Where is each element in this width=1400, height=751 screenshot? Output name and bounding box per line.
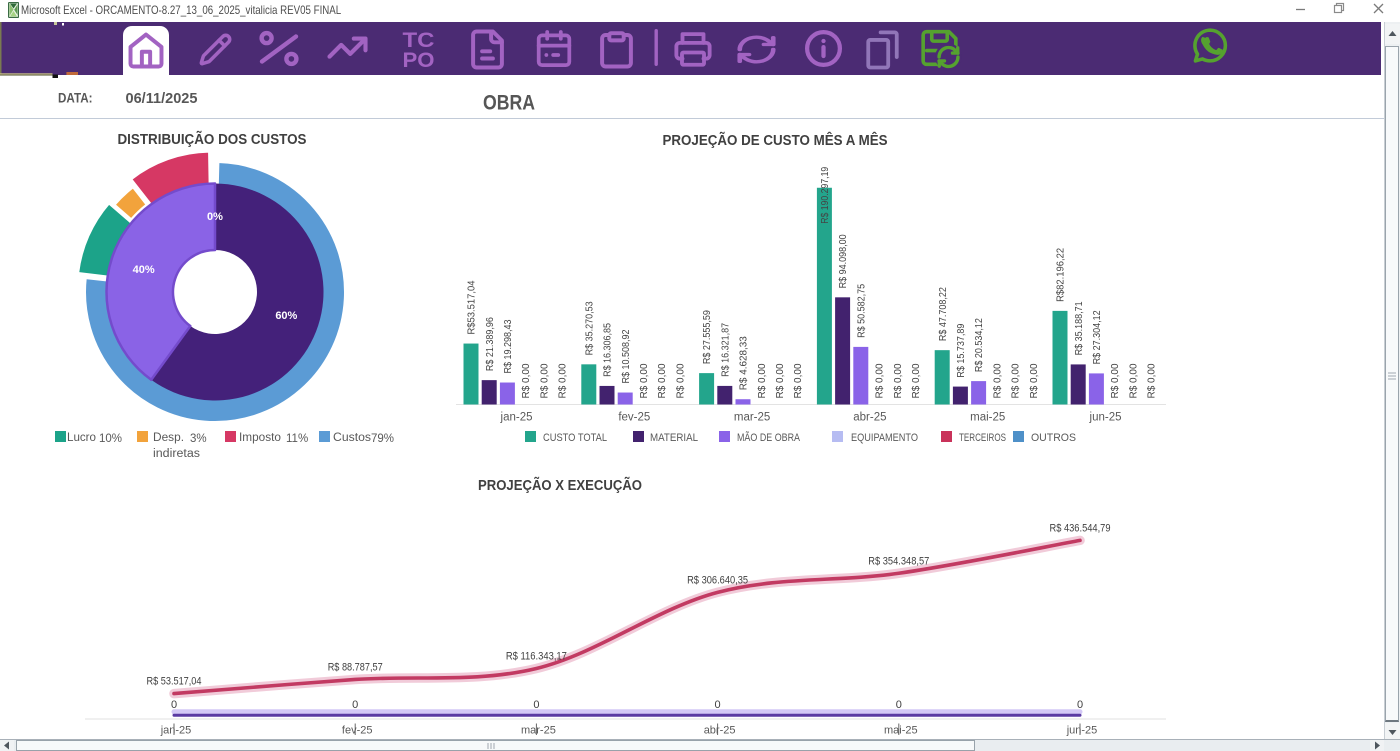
svg-text:R$ 94.098,00: R$ 94.098,00 — [838, 234, 849, 288]
svg-text:0: 0 — [171, 699, 177, 711]
svg-text:R$ 16.321,87: R$ 16.321,87 — [720, 323, 731, 377]
svg-text:PO: PO — [403, 49, 435, 72]
svg-text:60%: 60% — [275, 310, 297, 322]
svg-text:DISTRIBUIÇÃO DOS CUSTOS: DISTRIBUIÇÃO DOS CUSTOS — [118, 130, 307, 148]
svg-text:TC: TC — [403, 29, 435, 52]
svg-text:Lucro: Lucro — [67, 432, 96, 444]
svg-text:R$ 0,00: R$ 0,00 — [675, 363, 686, 398]
svg-text:R$ 0,00: R$ 0,00 — [558, 363, 569, 398]
svg-text:CUSTO TOTAL: CUSTO TOTAL — [543, 432, 607, 444]
svg-text:jun-25: jun-25 — [1089, 412, 1122, 424]
svg-text:R$ 0,00: R$ 0,00 — [539, 363, 550, 398]
svg-text:R$ 21.389,96: R$ 21.389,96 — [485, 317, 496, 371]
svg-text:R$ 0,00: R$ 0,00 — [521, 363, 532, 398]
svg-text:06/11/2025: 06/11/2025 — [126, 91, 198, 107]
svg-text:jan-25: jan-25 — [160, 725, 192, 737]
svg-text:0%: 0% — [207, 211, 223, 223]
svg-text:0: 0 — [896, 699, 902, 711]
svg-text:R$ 0,00: R$ 0,00 — [992, 363, 1003, 398]
svg-text:R$ 27.304,12: R$ 27.304,12 — [1092, 310, 1103, 364]
svg-text:R$ 27.555,59: R$ 27.555,59 — [702, 310, 713, 364]
svg-text:R$ 47.708,22: R$ 47.708,22 — [938, 287, 949, 341]
svg-text:0: 0 — [352, 699, 358, 711]
svg-text:fev-25: fev-25 — [618, 412, 650, 424]
svg-text:R$ 0,00: R$ 0,00 — [911, 363, 922, 398]
svg-text:OBRA: OBRA — [483, 91, 535, 115]
svg-text:40%: 40% — [133, 264, 155, 276]
svg-text:MÃO DE OBRA: MÃO DE OBRA — [737, 431, 801, 444]
svg-text:mar-25: mar-25 — [734, 412, 770, 424]
svg-text:R$ 0,00: R$ 0,00 — [1029, 363, 1040, 398]
svg-text:TERCEIROS: TERCEIROS — [959, 432, 1006, 444]
svg-text:Custos: Custos — [333, 432, 371, 444]
svg-text:R$ 190.297,19: R$ 190.297,19 — [820, 166, 831, 223]
svg-text:mai-25: mai-25 — [884, 725, 918, 737]
svg-text:0: 0 — [715, 699, 721, 711]
svg-text:3%: 3% — [190, 433, 207, 445]
svg-text:R$ 354.348,57: R$ 354.348,57 — [868, 555, 929, 567]
svg-text:11%: 11% — [286, 433, 308, 445]
svg-text:R$ 10.508,92: R$ 10.508,92 — [621, 329, 632, 383]
svg-text:R$ 20.534,12: R$ 20.534,12 — [974, 318, 985, 372]
svg-text:R$ 50.582,75: R$ 50.582,75 — [856, 284, 867, 338]
svg-text:fev-25: fev-25 — [342, 725, 373, 737]
svg-text:R$53.517,04: R$53.517,04 — [467, 280, 478, 334]
svg-text:OUTROS: OUTROS — [1031, 432, 1076, 444]
svg-text:R$ 88.787,57: R$ 88.787,57 — [328, 661, 383, 673]
svg-text:abr-25: abr-25 — [704, 725, 736, 737]
svg-text:Desp.: Desp. — [153, 432, 184, 444]
svg-text:MATERIAL: MATERIAL — [650, 432, 698, 444]
svg-text:mai-25: mai-25 — [970, 412, 1005, 424]
svg-text:R$ 0,00: R$ 0,00 — [875, 363, 886, 398]
svg-text:R$ 0,00: R$ 0,00 — [893, 363, 904, 398]
svg-text:jan-25: jan-25 — [500, 412, 533, 424]
svg-text:DATA:: DATA: — [58, 90, 93, 106]
svg-text:R$ 35.270,53: R$ 35.270,53 — [584, 301, 595, 355]
svg-text:R$ 0,00: R$ 0,00 — [757, 363, 768, 398]
svg-text:R$ 0,00: R$ 0,00 — [793, 363, 804, 398]
svg-text:indiretas: indiretas — [153, 448, 200, 460]
svg-text:R$ 0,00: R$ 0,00 — [1110, 363, 1121, 398]
svg-text:R$ 53.517,04: R$ 53.517,04 — [147, 676, 202, 688]
svg-text:Imposto: Imposto — [239, 432, 281, 444]
svg-text:R$ 0,00: R$ 0,00 — [1011, 363, 1022, 398]
svg-text:R$ 116.343,17: R$ 116.343,17 — [506, 650, 567, 662]
svg-text:R$ 436.544,79: R$ 436.544,79 — [1050, 522, 1111, 534]
svg-text:R$ 0,00: R$ 0,00 — [1128, 363, 1139, 398]
svg-text:R$ 0,00: R$ 0,00 — [1147, 363, 1158, 398]
svg-text:PROJEÇÃO X EXECUÇÃO: PROJEÇÃO X EXECUÇÃO — [478, 476, 642, 494]
svg-text:R$ 0,00: R$ 0,00 — [639, 363, 650, 398]
svg-text:jun-25: jun-25 — [1066, 725, 1098, 737]
svg-text:R$ 0,00: R$ 0,00 — [657, 363, 668, 398]
svg-text:mar-25: mar-25 — [521, 725, 556, 737]
svg-text:R$ 306.640,35: R$ 306.640,35 — [687, 574, 748, 586]
svg-text:R$ 0,00: R$ 0,00 — [775, 363, 786, 398]
svg-text:R$ 19.298,43: R$ 19.298,43 — [503, 319, 514, 373]
svg-text:R$ 35.188,71: R$ 35.188,71 — [1074, 301, 1085, 355]
svg-text:0: 0 — [1077, 699, 1083, 711]
svg-text:10%: 10% — [99, 433, 122, 445]
svg-text:R$ 4.628,33: R$ 4.628,33 — [739, 336, 750, 390]
svg-text:PROJEÇÃO DE CUSTO MÊS A MÊS: PROJEÇÃO DE CUSTO MÊS A MÊS — [663, 131, 888, 149]
svg-text:0: 0 — [533, 699, 539, 711]
svg-text:R$ 16.306,85: R$ 16.306,85 — [603, 323, 614, 377]
svg-text:79%: 79% — [371, 433, 394, 445]
svg-text:R$ 15.737,89: R$ 15.737,89 — [956, 323, 967, 377]
svg-text:EQUIPAMENTO: EQUIPAMENTO — [851, 432, 918, 444]
svg-text:abr-25: abr-25 — [853, 412, 886, 424]
svg-text:R$82.196,22: R$82.196,22 — [1056, 247, 1067, 301]
